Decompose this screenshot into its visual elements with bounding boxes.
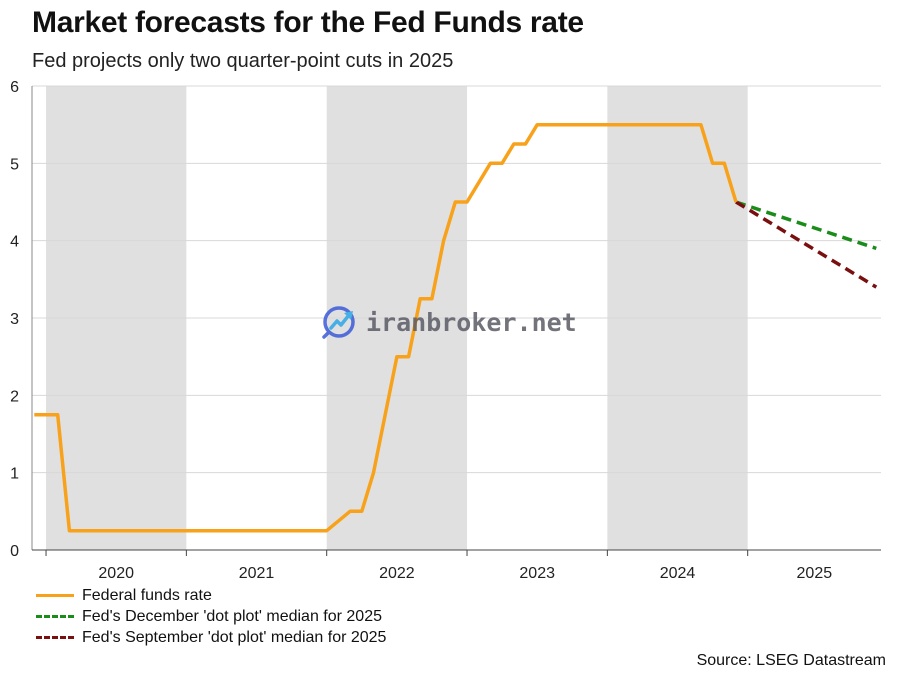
watermark: iranbroker.net — [322, 304, 577, 340]
chart-legend: Federal funds rate Fed's December 'dot p… — [36, 585, 386, 648]
y-tick-label-3: 3 — [10, 311, 19, 328]
legend-swatch-september — [36, 636, 74, 639]
gridlines — [32, 85, 881, 474]
legend-label-september: Fed's September 'dot plot' median for 20… — [82, 628, 387, 646]
chart-subtitle: Fed projects only two quarter-point cuts… — [32, 50, 454, 72]
legend-swatch-december — [36, 615, 74, 618]
watermark-text: iranbroker.net — [366, 307, 577, 337]
x-tick-label-2024: 2024 — [660, 565, 696, 582]
y-tick-label-2: 2 — [10, 388, 19, 405]
y-tick-label-1: 1 — [10, 466, 19, 483]
y-tick-label-5: 5 — [10, 156, 19, 173]
series-lines — [34, 122, 878, 533]
source-note: Source: LSEG Datastream — [696, 652, 886, 669]
legend-item-december: Fed's December 'dot plot' median for 202… — [36, 606, 386, 627]
trend-logo-icon — [322, 306, 355, 339]
legend-item-september: Fed's September 'dot plot' median for 20… — [36, 627, 386, 648]
y-tick-label-0: 0 — [10, 543, 19, 560]
legend-item-funds: Federal funds rate — [36, 585, 386, 606]
x-tick-label-2020: 2020 — [98, 565, 134, 582]
x-tick-label-2021: 2021 — [239, 565, 275, 582]
x-tick-labels: 2020 2021 2022 2023 2024 2025 — [98, 565, 832, 582]
y-tick-label-6: 6 — [10, 79, 19, 96]
chart-title: Market forecasts for the Fed Funds rate — [32, 6, 584, 39]
y-tick-label-4: 4 — [10, 234, 19, 251]
series-line-september — [735, 200, 878, 289]
x-tick-label-2023: 2023 — [519, 565, 555, 582]
legend-label-december: Fed's December 'dot plot' median for 202… — [82, 607, 382, 625]
legend-swatch-funds — [36, 594, 74, 597]
x-tick-label-2025: 2025 — [797, 565, 833, 582]
x-tick-label-2022: 2022 — [379, 565, 415, 582]
y-tick-labels: 0 1 2 3 4 5 6 — [10, 79, 19, 560]
series-line-funds — [34, 122, 738, 533]
series-line-december — [735, 200, 877, 251]
legend-label-funds: Federal funds rate — [82, 586, 212, 604]
axes — [31, 86, 881, 556]
